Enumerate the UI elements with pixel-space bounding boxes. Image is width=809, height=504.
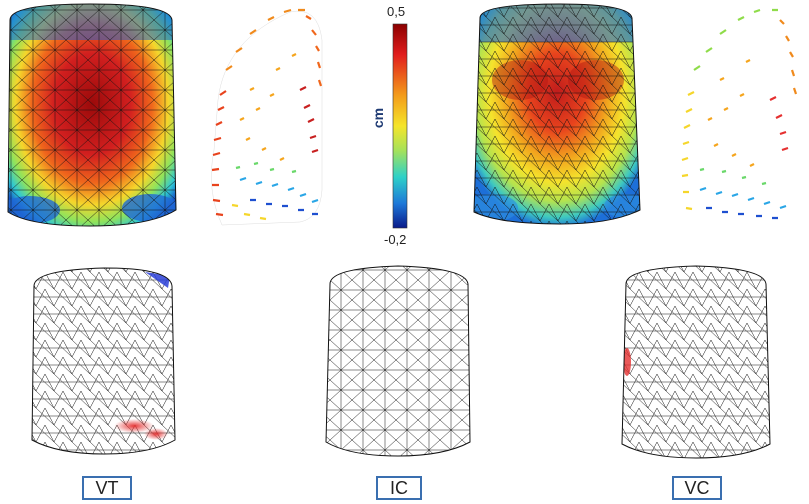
wireframe-ic xyxy=(325,265,471,457)
torso-heatmap-vc xyxy=(473,3,641,225)
colorbar xyxy=(392,23,408,229)
label-vc: VC xyxy=(672,476,722,500)
colorbar-unit-label: cm xyxy=(370,107,387,129)
label-ic: IC xyxy=(376,476,422,500)
colorbar-min-label: -0,2 xyxy=(384,232,407,247)
label-vt: VT xyxy=(82,476,132,500)
colorbar-max-label: 0,5 xyxy=(387,4,406,19)
vector-field-vc xyxy=(678,8,800,224)
wireframe-vt xyxy=(31,267,176,455)
torso-heatmap-vt xyxy=(7,3,177,227)
wireframe-vc xyxy=(621,265,771,459)
vector-field-vt xyxy=(211,8,323,226)
